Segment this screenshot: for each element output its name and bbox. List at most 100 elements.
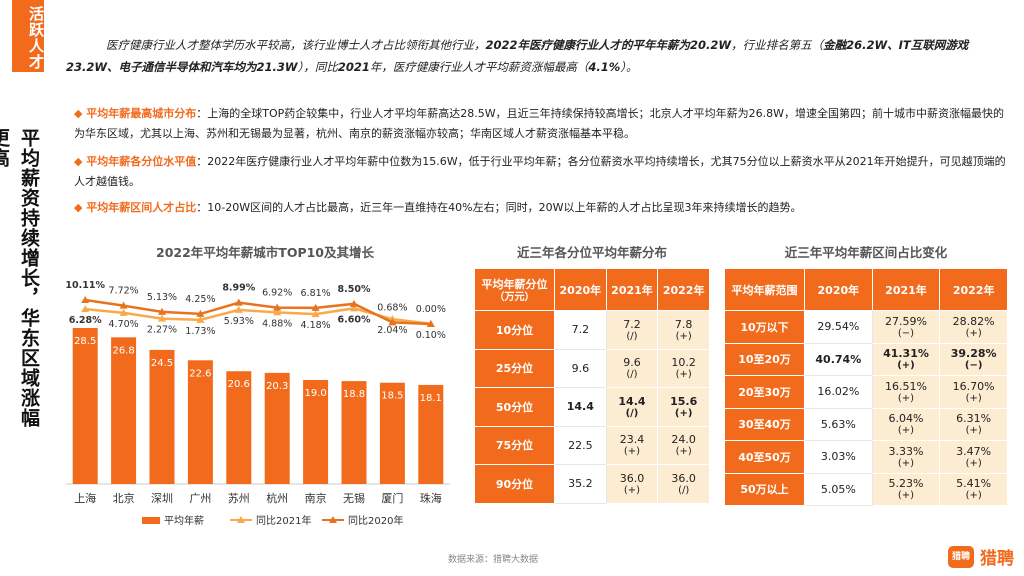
table1-cell-2022: 7.8 (+) — [657, 310, 710, 350]
line-2020-value-label: 0.00% — [416, 304, 446, 315]
line-2020-line — [85, 298, 431, 326]
table2-cell-2020: 16.02% — [804, 375, 873, 409]
table2-row-label: 40至50万 — [724, 440, 805, 474]
table1-header-2022: 2022年 — [657, 268, 710, 311]
table2-cell-2020: 40.74% — [804, 342, 873, 376]
bar-value-label: 18.5 — [381, 391, 403, 402]
category-label: 苏州 — [228, 492, 250, 505]
table1-cell-2020: 9.6 — [554, 348, 607, 388]
table1-row-label: 50分位 — [474, 387, 555, 427]
table1-cell-2021: 36.0 (+) — [605, 464, 659, 504]
category-label: 无锡 — [343, 491, 365, 505]
category-label: 深圳 — [151, 492, 173, 505]
table1-row: 75分位 22.5 23.4 (+) 24.0 (+) — [474, 425, 710, 465]
bullet-percentile: ◆ 平均年薪各分位水平值：2022年医疗健康行业人才平均年薪中位数为15.6W，… — [74, 155, 1006, 188]
line-2020-value-label: 8.50% — [338, 284, 371, 295]
line-2020-point — [350, 299, 358, 307]
table2-row-label: 10万以下 — [724, 310, 805, 344]
table2-cell-2022: 5.41% (+) — [939, 472, 1008, 506]
table1-cell-2021: 7.2 (/) — [605, 310, 659, 350]
table1-cell-2020: 14.4 — [554, 387, 607, 427]
bar-value-label: 22.6 — [189, 368, 211, 379]
line-2021-value-label: 6.60% — [338, 314, 371, 325]
table2-cell-2021: 27.59% (−) — [871, 310, 941, 344]
table1-row: 90分位 35.2 36.0 (+) 36.0 (/) — [474, 464, 710, 504]
line-2020-point — [81, 296, 90, 303]
chart-title: 2022年平均年薪城市TOP10及其增长 — [156, 245, 374, 260]
table1-cell-2022: 36.0 (/) — [657, 464, 710, 504]
data-source: 数据来源：猎聘大数据 — [448, 555, 539, 565]
bar-value-label: 19.0 — [304, 388, 326, 399]
table2-header-2020: 2020年 — [804, 268, 873, 311]
line-2020-value-label: 6.81% — [301, 288, 331, 299]
table1-cell-2020: 22.5 — [554, 425, 607, 465]
table2-row-label: 30至40万 — [724, 407, 805, 441]
city-salary-chart: 28.5 上海 26.8 北京 24.5 深圳 22.6 广州 20.6 苏州 20.3 杭州 19.0… — [65, 280, 450, 527]
range-table: 平均年薪范围 2020年 2021年 2022年 10万以下 29.54% 27.5… — [724, 268, 1008, 506]
table1-cell-2021: 14.4 (/) — [605, 387, 659, 427]
bar — [264, 372, 290, 484]
line-2021-value-label: 6.28% — [69, 315, 102, 326]
table1-cell-2021: 9.6 (/) — [605, 348, 659, 388]
category-label: 南京 — [305, 491, 327, 505]
line-2020-point — [311, 303, 320, 311]
category-label: 上海 — [74, 491, 96, 505]
legend-label-2020: 同比2020年 — [348, 514, 403, 527]
table1-row: 10分位 7.2 7.2 (/) 7.8 (+) — [474, 310, 710, 350]
line-2021-value-label: 5.93% — [224, 316, 254, 327]
legend-swatch-bar — [142, 517, 160, 524]
line-2021-point — [81, 305, 90, 313]
bar-value-label: 20.3 — [266, 381, 288, 392]
table1-cell-2022: 15.6 (+) — [657, 387, 710, 427]
line-2020-point — [119, 301, 128, 309]
table2-cell-2020: 5.05% — [804, 472, 873, 506]
bar — [111, 337, 137, 484]
table2-row: 40至50万 3.03% 3.33% (+) 3.47% (+) — [724, 440, 1008, 474]
bar — [303, 380, 329, 484]
bar-value-label: 24.5 — [151, 358, 173, 369]
category-label: 北京 — [113, 491, 135, 505]
table2-cell-2022: 39.28% (−) — [939, 342, 1008, 376]
table1-header-2020: 2020年 — [554, 268, 607, 311]
table2-row: 10至20万 40.74% 41.31% (+) 39.28% (−) — [724, 342, 1008, 376]
table1-cell-2022: 24.0 (+) — [657, 425, 710, 465]
bar — [226, 371, 252, 484]
line-2020-value-label: 7.72% — [109, 286, 139, 297]
table2-cell-2020: 3.03% — [804, 440, 873, 474]
intro-paragraph: 医疗健康行业人才整体学历水平较高，该行业博士人才占比领衔其他行业，2022年医疗… — [66, 38, 969, 74]
bar — [187, 360, 213, 484]
line-2020-value-label: 4.25% — [185, 294, 215, 305]
bar-value-label: 26.8 — [112, 345, 134, 356]
line-2021-value-label: 0.10% — [416, 330, 446, 341]
table2-row: 10万以下 29.54% 27.59% (−) 28.82% (+) — [724, 310, 1008, 344]
logo-text: 猎聘 — [980, 549, 1014, 569]
bullet-range: ◆ 平均年薪区间人才占比：10-20W区间的人才占比最高，近三年一直维持在40%… — [74, 201, 802, 214]
line-2020-value-label: 6.92% — [262, 288, 292, 299]
line-2021-point — [158, 314, 166, 322]
line-2021-value-label: 4.70% — [109, 319, 139, 330]
line-2020-value-label: 5.13% — [147, 292, 177, 303]
table1-row-label: 25分位 — [474, 348, 555, 388]
bar-value-label: 18.1 — [420, 393, 442, 404]
bar — [379, 382, 405, 484]
line-2020-value-label: 8.99% — [222, 283, 255, 294]
table2-cell-2022: 28.82% (+) — [939, 310, 1008, 344]
line-2021-value-label: 4.18% — [301, 320, 331, 331]
table1-row-label: 90分位 — [474, 464, 555, 504]
bar-value-label: 28.5 — [74, 336, 96, 347]
line-2020-value-label: 0.68% — [377, 302, 407, 313]
bar-value-label: 20.6 — [228, 379, 250, 390]
table1-cell-2020: 35.2 — [554, 464, 607, 504]
table1-row-label: 10分位 — [474, 310, 555, 350]
table1-row: 25分位 9.6 9.6 (/) 10.2 (+) — [474, 348, 710, 388]
table1-title: 近三年各分位平均年薪分布 — [516, 245, 667, 260]
table1-header-label: 平均年薪分位 （万元） — [474, 268, 555, 311]
line-2021-point — [350, 304, 358, 312]
line-2021-value-label: 2.27% — [147, 325, 177, 336]
line-2021-value-label: 4.88% — [262, 318, 292, 329]
table2-cell-2022: 3.47% (+) — [939, 440, 1008, 474]
legend-label-bar: 平均年薪 — [164, 514, 204, 527]
line-2021-point — [119, 308, 128, 316]
liepin-logo: 猎聘 猎聘 — [948, 544, 1014, 569]
bullet-city: ◆ 平均年薪最高城市分布：上海的全球TOP药企较集中，行业人才平均年薪高达28.… — [74, 107, 1005, 140]
